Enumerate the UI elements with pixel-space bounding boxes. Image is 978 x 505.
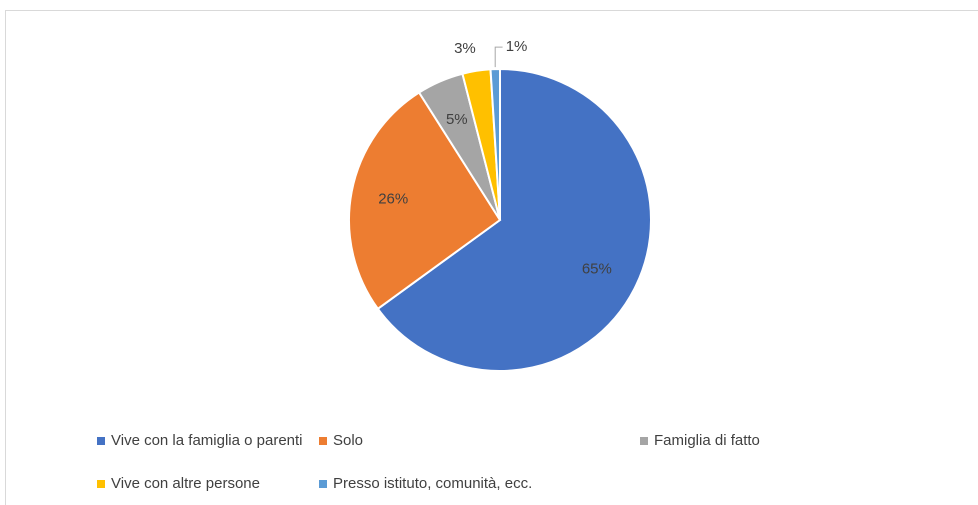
legend-marker <box>97 437 105 445</box>
data-label: 3% <box>454 40 476 57</box>
pie-slice <box>376 67 652 372</box>
data-label: 65% <box>582 260 612 277</box>
leader-line <box>494 46 503 68</box>
legend-marker <box>319 437 327 445</box>
legend-label: Famiglia di fatto <box>654 432 760 449</box>
legend-label: Vive con altre persone <box>111 475 260 492</box>
legend-label: Vive con la famiglia o parenti <box>111 432 303 449</box>
legend-label: Solo <box>333 432 363 449</box>
legend-marker <box>640 437 648 445</box>
pie-slice <box>489 67 501 221</box>
pie-slice <box>348 91 502 311</box>
legend-marker <box>97 480 105 488</box>
legend-marker <box>319 480 327 488</box>
legend-label: Presso istituto, comunità, ecc. <box>333 475 532 492</box>
data-label: 1% <box>506 38 528 55</box>
data-label: 5% <box>446 111 468 128</box>
data-label: 26% <box>378 191 408 208</box>
